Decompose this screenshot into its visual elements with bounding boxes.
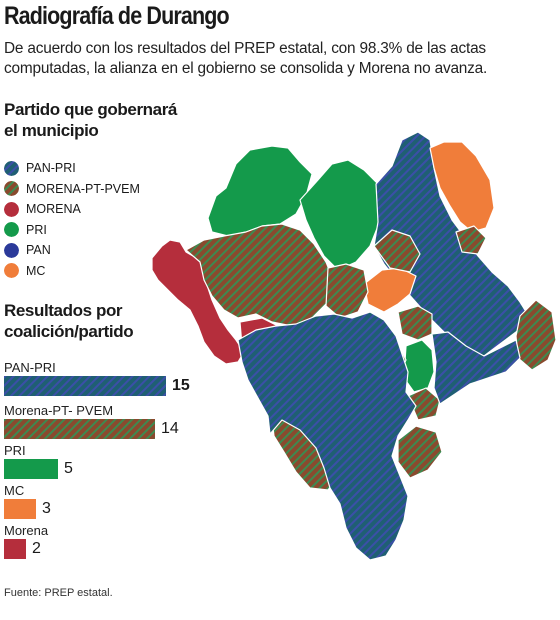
municipality-mpv-far-e [515,299,557,371]
bar-fill-pri [4,459,58,479]
municipality-pri-center [403,339,435,393]
result-mc: MC 3 [4,483,51,519]
mc-swatch-icon [4,263,19,279]
municipality-morena-west [151,239,245,365]
legend-item-pri: PRI [4,220,140,241]
municipality-mc-ne [429,141,495,233]
municipality-panpri-ne [373,131,531,357]
bar-value: 14 [161,420,179,437]
municipality-pri-north-b [299,159,385,271]
result-pri: PRI 5 [4,443,73,479]
bar [4,419,155,439]
bar [4,499,36,519]
result-morena-pt-pvem: Morena-PT- PVEM 14 [4,403,179,439]
bar-label: MC [4,483,25,498]
legend-label: MORENA [26,202,81,217]
bar-row: 5 [4,459,73,479]
municipality-mc-center [363,267,417,313]
legend-label: PRI [26,222,47,237]
legend-label: PAN [26,243,51,258]
pan-pri-swatch-icon [4,160,19,176]
page-title: Radiografía de Durango [4,2,230,30]
morena-pt-pvem-swatch-icon [4,181,19,197]
legend-heading: Partido que gobernará el municipio [4,99,177,141]
legend-item-pan-pri: PAN-PRI [4,158,140,179]
municipality-morena-small [239,317,279,353]
bar-label: Morena-PT- PVEM [4,403,114,418]
bar-row: 3 [4,499,51,519]
bar-fill-morena [4,539,26,559]
bar-row: 2 [4,539,48,559]
bar-label: Morena [4,523,49,538]
bar-value: 2 [32,540,41,557]
page-subtitle: De acuerdo con los resultados del PREP e… [4,40,488,77]
bar-fill-pan-pri [4,376,166,396]
municipality-pri-north-a [207,145,313,237]
legend-list: PAN-PRI MORENA-PT-PVEM MORENA PRI PAN MC [4,158,140,281]
bar-label: PAN-PRI [4,360,56,375]
legend-label: MC [26,263,46,278]
municipality-panpri-center [237,311,417,561]
legend-heading-line1: Partido que gobernará [4,100,177,119]
bar [4,376,166,396]
bar-value: 5 [64,460,73,477]
bar-label: PRI [4,443,26,458]
bar-row: 14 [4,419,179,439]
results-heading: Resultados por coalición/partido [4,300,134,342]
legend-item-mc: MC [4,261,140,282]
municipality-mpv-center-e [407,387,441,421]
legend-heading-line2: el municipio [4,121,99,140]
morena-swatch-icon [4,201,19,217]
bar-value: 15 [172,377,190,394]
bar-fill-morena-pt-pvem [4,419,155,439]
results-heading-line1: Resultados por [4,301,123,320]
municipality-panpri-se [431,331,521,405]
municipality-mpv-nw [185,223,335,327]
municipality-mpv-e [373,229,421,273]
municipality-mpv-mid [397,305,433,341]
legend-label: PAN-PRI [26,161,76,176]
result-morena: Morena 2 [4,523,48,559]
bar-value: 3 [42,500,51,517]
bar-row: 15 [4,376,190,396]
municipality-mpv-mid2 [379,343,407,377]
legend-item-morena-pt-pvem: MORENA-PT-PVEM [4,179,140,200]
bar-fill-mc [4,499,36,519]
bar [4,459,58,479]
result-pan-pri: PAN-PRI 15 [4,360,190,396]
bar [4,539,26,559]
pan-swatch-icon [4,242,19,258]
legend-item-pan: PAN [4,240,140,261]
municipality-mpv-ne2 [455,225,487,255]
pri-swatch-icon [4,222,19,238]
municipality-mpv-south-b [397,425,443,479]
municipality-mpv-south-a [271,405,341,491]
legend-item-morena: MORENA [4,199,140,220]
source-note: Fuente: PREP estatal. [4,587,113,599]
municipality-mpv-nw2 [325,263,369,319]
legend-label: MORENA-PT-PVEM [26,181,140,196]
results-heading-line2: coalición/partido [4,322,134,341]
